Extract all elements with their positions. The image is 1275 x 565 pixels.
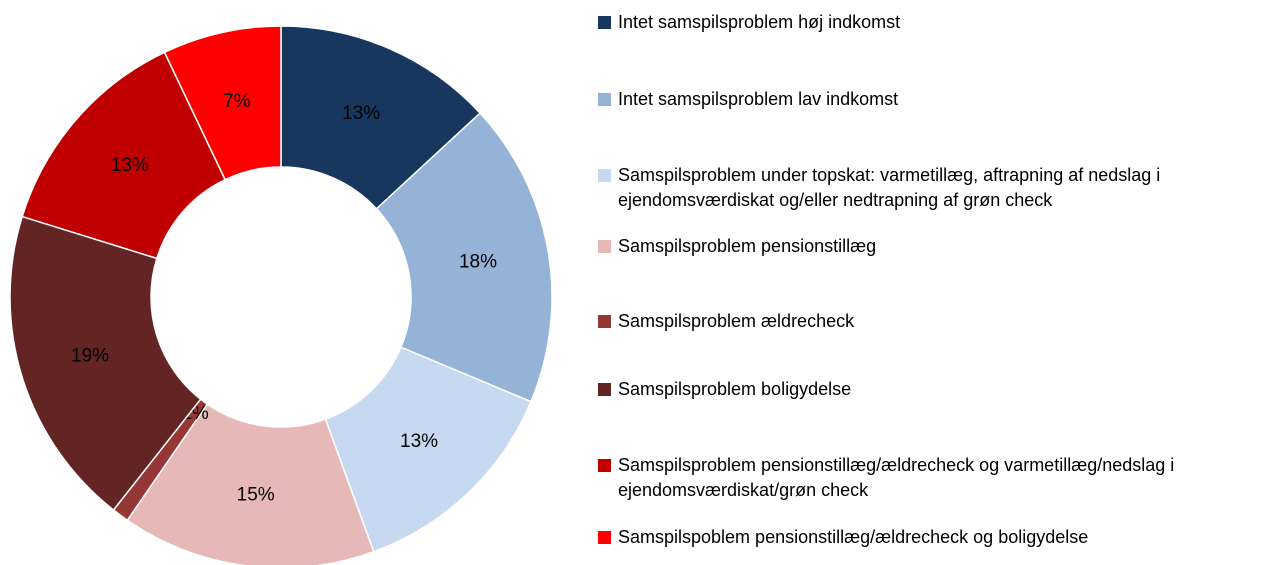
legend-item: Samspilsproblem boligydelse — [598, 377, 1270, 402]
legend-swatch — [598, 383, 611, 396]
legend-label: Samspilsproblem pensionstillæg/ældrechec… — [618, 455, 1175, 500]
data-label: 13% — [400, 431, 438, 452]
legend-label: Samspilsproblem ældrecheck — [618, 311, 855, 331]
legend-swatch — [598, 459, 611, 472]
legend-item: Intet samspilsproblem høj indkomst — [598, 10, 1270, 35]
legend-item: Samspilsproblem under topskat: varmetill… — [598, 163, 1270, 213]
data-label: 7% — [223, 91, 251, 112]
legend-item: Samspilsproblem pensionstillæg/ældrechec… — [598, 453, 1270, 503]
donut-slice — [375, 112, 553, 403]
legend-swatch — [598, 169, 611, 182]
data-label: 19% — [71, 345, 109, 366]
donut-slice — [280, 25, 482, 210]
data-label: 15% — [237, 484, 275, 505]
legend-item: Intet samspilsproblem lav indkomst — [598, 87, 1270, 112]
legend-swatch — [598, 240, 611, 253]
legend-swatch — [598, 531, 611, 544]
chart: 13%18%13%15%1%19%13%7% — [9, 25, 553, 565]
legend-item: Samspilsproblem pensionstillæg — [598, 234, 1270, 259]
legend-swatch — [598, 315, 611, 328]
donut-slice — [163, 25, 282, 181]
legend-label: Intet samspilsproblem høj indkomst — [618, 12, 901, 32]
data-label: 18% — [459, 251, 497, 272]
donut-slice — [21, 51, 227, 260]
donut-slice — [9, 215, 202, 512]
legend-label: Samspilspoblem pensionstillæg/ældrecheck… — [618, 527, 1089, 547]
legend-swatch — [598, 93, 611, 106]
data-label: 13% — [111, 155, 149, 176]
legend-label: Samspilsproblem pensionstillæg — [618, 236, 877, 256]
donut-slice — [126, 403, 375, 565]
legend-swatch — [598, 16, 611, 29]
donut-slice — [324, 346, 532, 553]
data-label: 13% — [342, 103, 380, 124]
legend-label: Samspilsproblem under topskat: varmetill… — [618, 165, 1161, 210]
legend-label: Intet samspilsproblem lav indkomst — [618, 89, 899, 109]
legend-item: Samspilspoblem pensionstillæg/ældrecheck… — [598, 525, 1270, 550]
legend-label: Samspilsproblem boligydelse — [618, 379, 852, 399]
legend-item: Samspilsproblem ældrecheck — [598, 309, 1270, 334]
